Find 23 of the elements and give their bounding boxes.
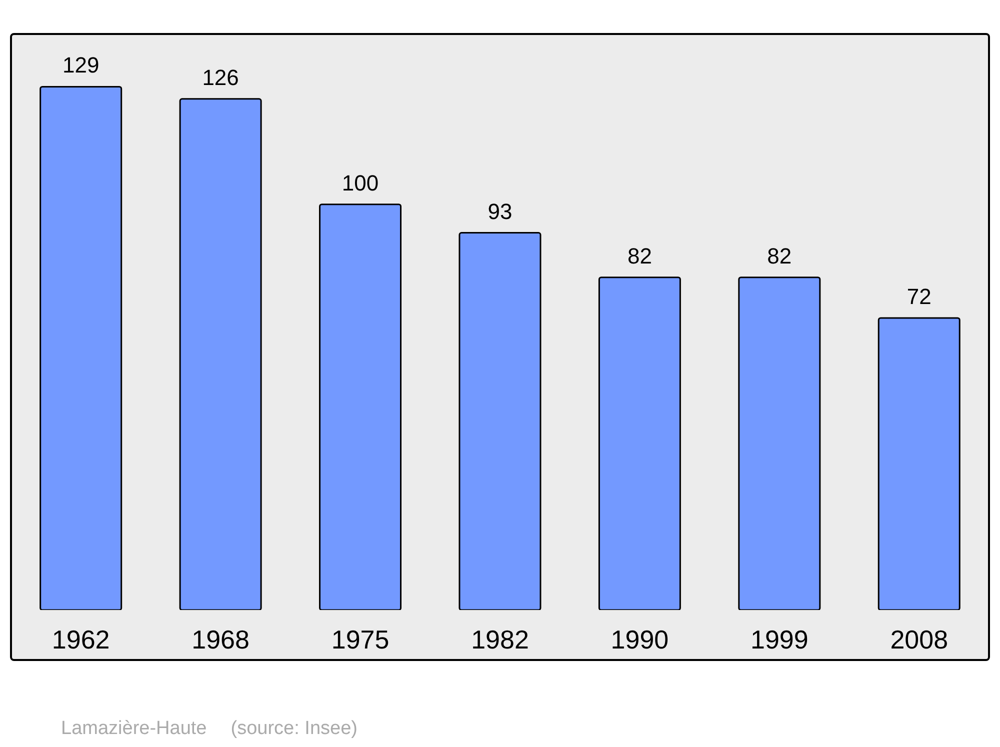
data-label: 82 bbox=[627, 243, 652, 268]
bar bbox=[878, 317, 960, 610]
data-label: 126 bbox=[202, 64, 239, 90]
data-label: 93 bbox=[488, 198, 512, 224]
data-label: 100 bbox=[342, 170, 379, 196]
x-tick-label: 1962 bbox=[52, 624, 110, 654]
bar bbox=[598, 276, 681, 610]
x-tick-label: 1975 bbox=[331, 624, 390, 654]
x-tick-label: 2008 bbox=[890, 624, 948, 654]
bar bbox=[319, 204, 402, 610]
bar bbox=[40, 86, 122, 610]
bar bbox=[458, 232, 542, 610]
data-label: 129 bbox=[62, 52, 100, 78]
bar bbox=[179, 98, 262, 610]
x-tick-label: 1990 bbox=[610, 624, 669, 654]
data-label: 82 bbox=[767, 243, 792, 268]
text: (source: Insee) bbox=[230, 718, 358, 740]
bar bbox=[738, 276, 821, 610]
x-tick-label: 1999 bbox=[750, 624, 808, 654]
x-tick-label: 1968 bbox=[192, 624, 250, 654]
text: Lamazière-Haute bbox=[61, 718, 207, 740]
x-tick-label: 1982 bbox=[471, 624, 529, 654]
data-label: 72 bbox=[906, 284, 932, 309]
